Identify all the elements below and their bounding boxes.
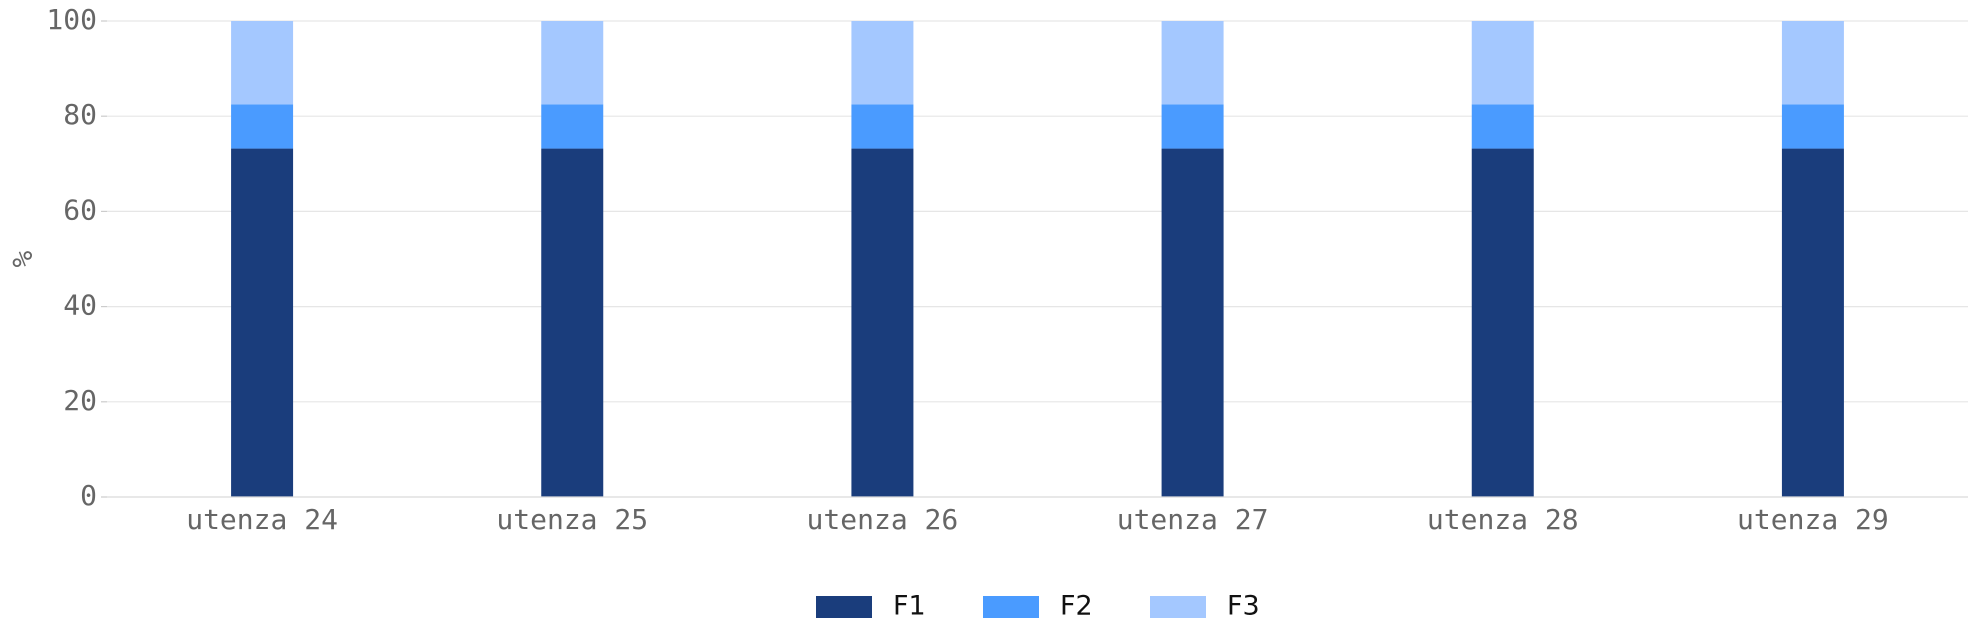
bar-segment bbox=[541, 148, 604, 497]
bar-segment bbox=[1471, 148, 1534, 497]
bar-segment bbox=[851, 104, 914, 149]
legend-label: F1 bbox=[893, 591, 926, 622]
bar-segment bbox=[851, 21, 914, 105]
x-tick-label: utenza 26 bbox=[807, 503, 959, 536]
y-tick-label: 60 bbox=[63, 193, 97, 226]
bar-segment bbox=[1161, 21, 1224, 105]
y-tick-label: 20 bbox=[63, 384, 97, 417]
bar-segment bbox=[231, 21, 294, 105]
y-tick-label: 40 bbox=[63, 289, 97, 322]
bar-segment bbox=[231, 104, 294, 149]
bar-segment bbox=[1781, 21, 1844, 105]
bar-segment bbox=[1161, 148, 1224, 497]
bar-segment bbox=[1471, 104, 1534, 149]
y-tick-label: 0 bbox=[80, 479, 97, 512]
bar-segment bbox=[541, 104, 604, 149]
bar-segment bbox=[541, 21, 604, 105]
legend-swatch bbox=[983, 596, 1039, 618]
bar-segment bbox=[851, 148, 914, 497]
x-tick-label: utenza 28 bbox=[1427, 503, 1579, 536]
y-tick-label: 100 bbox=[46, 3, 97, 36]
x-tick-label: utenza 29 bbox=[1737, 503, 1889, 536]
x-tick-label: utenza 24 bbox=[186, 503, 338, 536]
y-axis-label: % bbox=[6, 250, 39, 267]
legend-swatch bbox=[816, 596, 872, 618]
y-tick-label: 80 bbox=[63, 98, 97, 131]
legend-label: F2 bbox=[1060, 591, 1093, 622]
x-tick-label: utenza 27 bbox=[1117, 503, 1269, 536]
bar-segment bbox=[1781, 104, 1844, 149]
bar-segment bbox=[1161, 104, 1224, 149]
x-tick-label: utenza 25 bbox=[496, 503, 648, 536]
bar-segment bbox=[231, 148, 294, 497]
legend-label: F3 bbox=[1227, 591, 1260, 622]
legend-swatch bbox=[1150, 596, 1206, 618]
bar-segment bbox=[1781, 148, 1844, 497]
bar-segment bbox=[1471, 21, 1534, 105]
